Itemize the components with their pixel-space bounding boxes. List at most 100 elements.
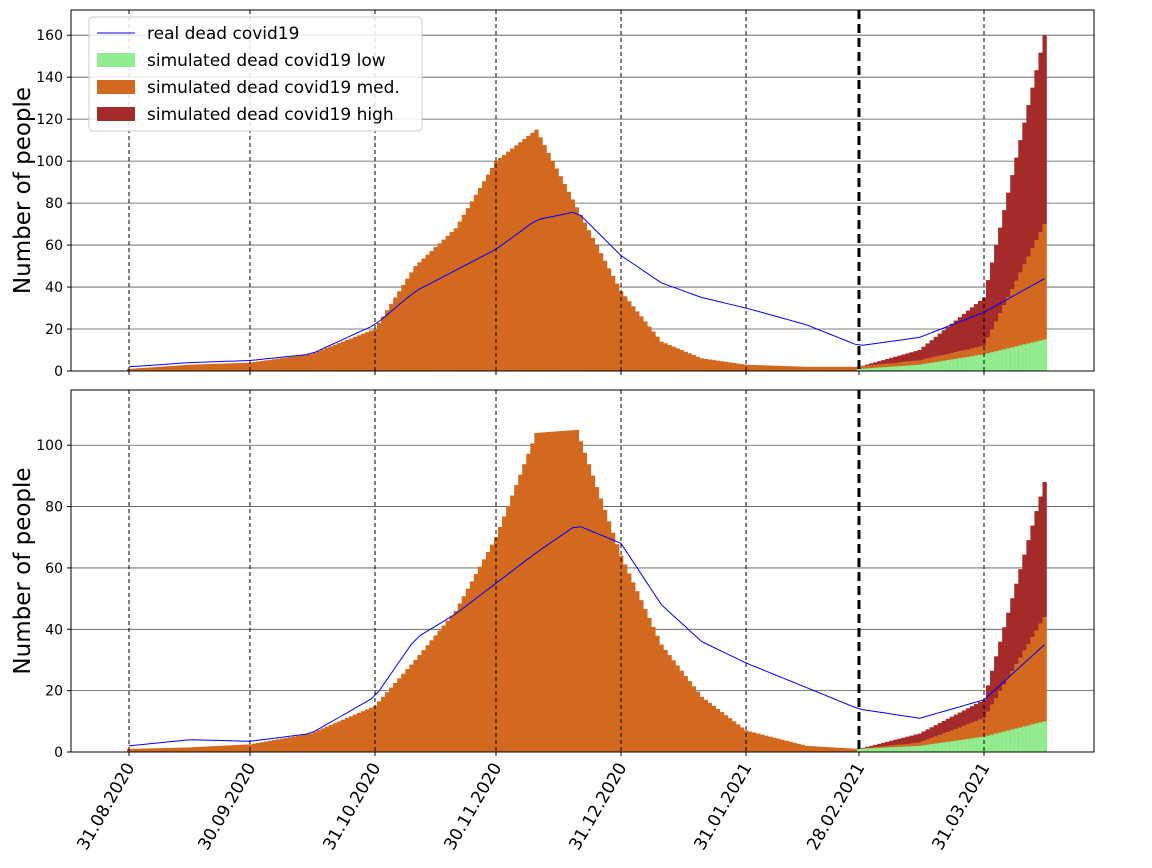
bar-low <box>1010 347 1015 371</box>
bar-med <box>707 702 713 752</box>
bar-high <box>1026 105 1031 257</box>
bar-med <box>542 432 547 752</box>
bar-med <box>292 736 297 752</box>
bar-med <box>256 742 261 752</box>
bar-med <box>514 145 519 371</box>
bar-low <box>1038 722 1043 752</box>
bar-high <box>961 313 967 351</box>
bar-med <box>780 365 785 371</box>
bar-low <box>885 747 890 752</box>
bar-med <box>610 532 616 752</box>
y-tick-label: 40 <box>45 622 63 638</box>
bar-low <box>856 748 862 752</box>
bar-high <box>1022 554 1027 651</box>
bar-med <box>243 744 249 752</box>
bar-med <box>465 588 471 752</box>
bar-med <box>820 746 825 752</box>
bar-med <box>530 132 535 371</box>
bar-med <box>522 139 527 371</box>
bar-med <box>804 745 809 752</box>
bar-low <box>917 364 922 371</box>
bar-med <box>377 701 382 752</box>
bar-med <box>961 725 967 752</box>
bar-med <box>554 168 559 371</box>
bar-low <box>893 366 898 371</box>
bar-med <box>187 364 192 371</box>
bar-low <box>905 365 910 371</box>
bar-low <box>973 737 979 752</box>
bar-med <box>740 727 745 752</box>
bar-med <box>792 742 797 752</box>
bar-med <box>663 343 668 371</box>
bar-low <box>929 744 934 752</box>
bar-med <box>610 275 616 371</box>
bar-high <box>885 741 890 747</box>
bar-med <box>582 452 588 752</box>
bar-med <box>276 739 281 752</box>
bar-high <box>889 357 894 364</box>
bar-med <box>808 366 813 371</box>
bar-med <box>800 744 805 752</box>
bar-high <box>986 685 991 712</box>
bar-med <box>264 741 269 752</box>
bar-low <box>873 748 878 752</box>
bar-med <box>546 152 551 371</box>
bar-med <box>139 368 144 371</box>
bar-med <box>179 365 184 371</box>
bar-low <box>986 353 991 371</box>
bar-low <box>901 365 906 371</box>
bar-med <box>498 526 503 752</box>
bar-med <box>788 366 793 371</box>
bar-med <box>308 733 313 752</box>
bar-med <box>223 363 229 371</box>
bar-high <box>881 360 886 365</box>
bar-med <box>215 363 221 371</box>
bar-med <box>623 296 628 371</box>
bar-med <box>574 207 579 371</box>
bar-med <box>336 721 342 752</box>
bar-high <box>969 706 975 723</box>
bar-med <box>312 731 317 752</box>
bar-med <box>324 726 329 752</box>
bar-high <box>933 725 938 737</box>
bar-med <box>397 291 402 371</box>
bar-med <box>735 363 741 371</box>
bar-low <box>1026 725 1031 752</box>
bar-med <box>760 365 765 371</box>
bar-low <box>945 741 951 752</box>
bar-med <box>481 559 487 752</box>
bar-high <box>877 743 882 747</box>
bar-high <box>897 738 902 745</box>
bar-med <box>300 355 305 371</box>
bar-med <box>352 336 358 371</box>
bar-med <box>187 747 192 752</box>
legend-label: real dead covid19 <box>147 24 299 44</box>
bar-med <box>631 306 636 371</box>
bar-med <box>772 737 777 752</box>
bar-med <box>421 258 426 371</box>
bar-med <box>852 748 858 752</box>
bar-med <box>570 430 575 752</box>
bar-high <box>1026 540 1031 645</box>
bar-low <box>901 746 906 752</box>
bar-high <box>921 346 926 360</box>
bar-med <box>1018 272 1023 371</box>
bar-med <box>792 366 797 371</box>
bar-med <box>574 429 579 752</box>
bar-low <box>977 737 983 752</box>
bar-high <box>873 362 878 366</box>
bar-med <box>223 745 229 752</box>
bar-high <box>977 300 983 347</box>
bar-med <box>151 367 156 371</box>
bar-high <box>994 656 999 699</box>
bar-med <box>131 368 136 371</box>
bar-med <box>231 745 237 752</box>
bar-med <box>522 464 527 752</box>
bar-med <box>683 675 688 752</box>
bar-med <box>344 718 350 752</box>
bar-med <box>735 724 741 752</box>
bar-med <box>740 364 745 371</box>
bar-high <box>953 320 959 353</box>
bar-low <box>949 741 955 752</box>
bar-med <box>852 366 858 371</box>
